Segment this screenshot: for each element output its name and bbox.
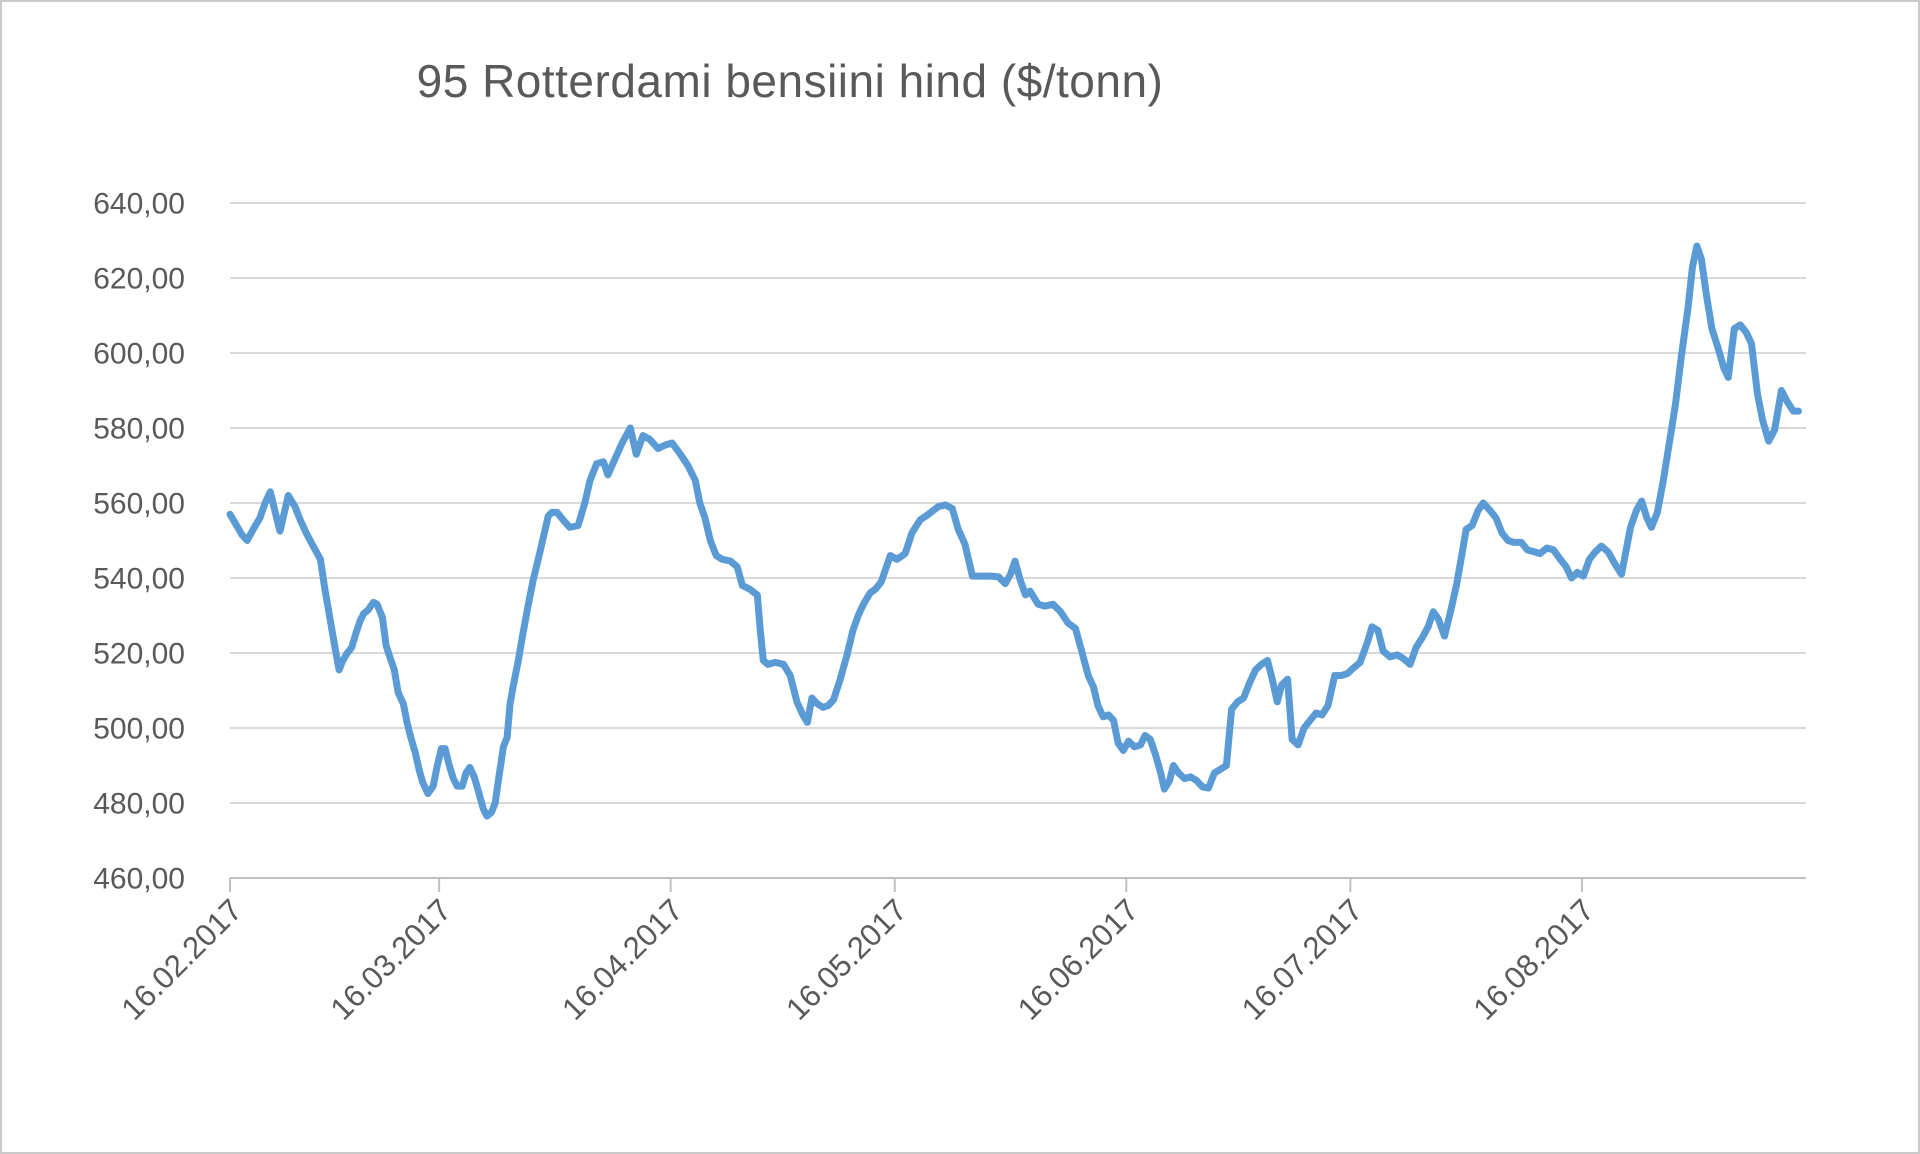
x-axis-label: 16.03.2017 xyxy=(324,892,458,1026)
chart-title: 95 Rotterdami bensiini hind ($/tonn) xyxy=(416,55,1164,107)
x-axis-label: 16.07.2017 xyxy=(1235,892,1369,1026)
x-axis-label: 16.08.2017 xyxy=(1466,892,1600,1026)
x-axis-label: 16.05.2017 xyxy=(779,892,913,1026)
y-axis-label: 560,00 xyxy=(93,488,185,521)
y-axis-label: 460,00 xyxy=(93,863,185,896)
y-axis-label: 600,00 xyxy=(93,338,185,371)
y-axis-label: 640,00 xyxy=(93,188,185,221)
y-axis-label: 480,00 xyxy=(93,788,185,821)
price-series-line xyxy=(226,242,1802,820)
y-axis-label: 540,00 xyxy=(93,563,185,596)
y-axis-label: 520,00 xyxy=(93,638,185,671)
x-axis-label: 16.02.2017 xyxy=(114,892,248,1026)
y-axis-label: 500,00 xyxy=(93,713,185,746)
x-axis-label: 16.06.2017 xyxy=(1011,892,1145,1026)
y-axis-label: 580,00 xyxy=(93,413,185,446)
x-axis-label: 16.04.2017 xyxy=(555,892,689,1026)
y-axis-label: 620,00 xyxy=(93,263,185,296)
